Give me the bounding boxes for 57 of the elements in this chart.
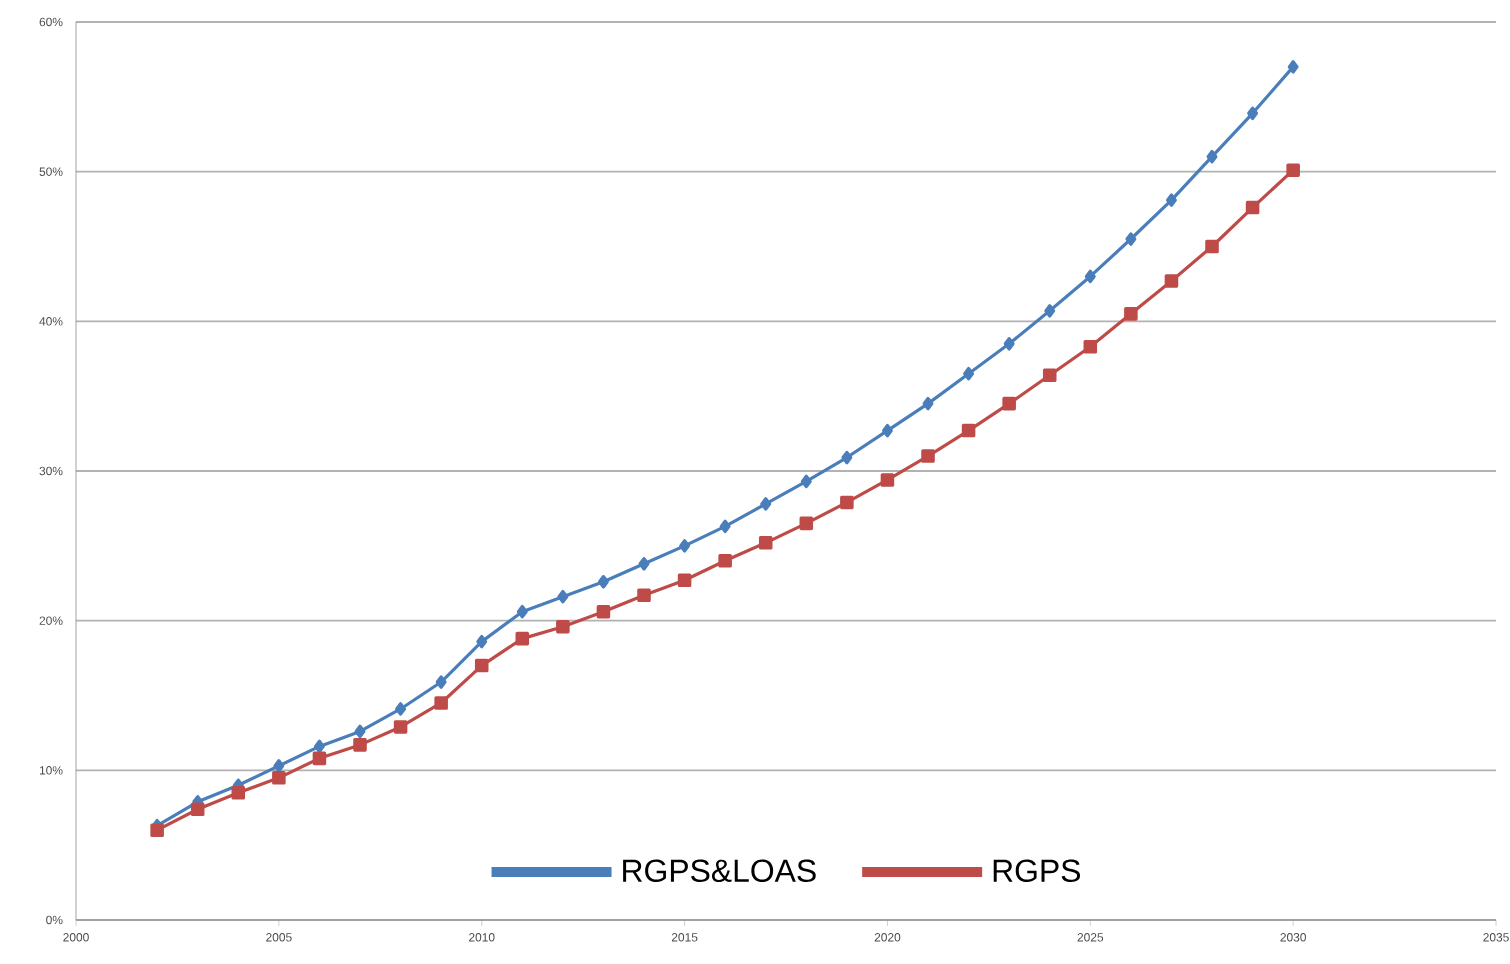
- point: [1164, 274, 1179, 288]
- point: [677, 573, 692, 588]
- point: [840, 495, 854, 510]
- legend-label: RGPS: [993, 859, 1081, 883]
- point: [719, 519, 731, 534]
- point: [758, 536, 773, 550]
- point: [841, 450, 853, 465]
- point: [1205, 239, 1219, 254]
- point: [354, 724, 366, 739]
- point: [596, 604, 611, 619]
- point: [597, 574, 609, 589]
- point: [1044, 304, 1056, 318]
- point: [1165, 193, 1177, 207]
- point: [799, 516, 814, 531]
- point: [1247, 106, 1259, 121]
- point: [1002, 396, 1016, 411]
- point: [961, 423, 976, 438]
- point: [1125, 232, 1137, 246]
- point: [881, 423, 893, 438]
- point: [1287, 60, 1299, 74]
- point: [515, 631, 530, 646]
- point: [557, 589, 569, 604]
- point: [231, 786, 246, 800]
- point: [637, 588, 651, 603]
- point: [760, 497, 772, 511]
- point: [474, 658, 489, 673]
- point: [273, 759, 285, 773]
- point: [1083, 339, 1098, 354]
- point: [312, 751, 327, 766]
- point: [1042, 368, 1057, 382]
- point: [556, 619, 570, 634]
- point: [393, 720, 408, 734]
- legend-label: RGPS&LOAS: [623, 859, 816, 883]
- point: [1124, 307, 1138, 321]
- point: [718, 554, 732, 568]
- point: [272, 771, 286, 785]
- point: [476, 634, 488, 649]
- point: [638, 557, 650, 571]
- point: [1245, 200, 1260, 215]
- point: [1084, 269, 1096, 284]
- point: [190, 802, 205, 817]
- point: [922, 396, 934, 411]
- point: [434, 696, 448, 710]
- point: [1003, 337, 1015, 351]
- point: [516, 604, 528, 619]
- point: [313, 739, 325, 754]
- point: [1206, 149, 1218, 164]
- point: [800, 474, 812, 489]
- point: [921, 449, 935, 463]
- point: [395, 702, 407, 716]
- point: [880, 473, 895, 487]
- point: [679, 539, 691, 553]
- point: [353, 738, 367, 752]
- point: [435, 675, 447, 689]
- point: [150, 823, 164, 837]
- point: [1286, 163, 1300, 177]
- point: [963, 366, 975, 381]
